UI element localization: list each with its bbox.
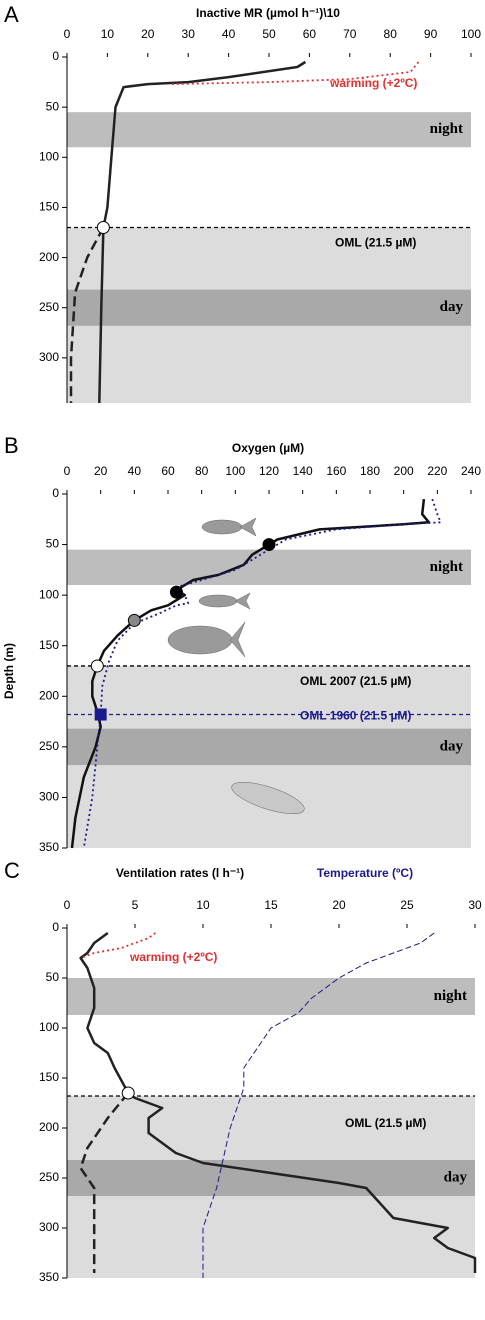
x-tick-label: 0: [64, 464, 71, 478]
x-tick-label: 20: [141, 27, 155, 41]
x-tick-label: 40: [222, 27, 236, 41]
marker: [94, 708, 107, 721]
profile-line: [98, 60, 307, 404]
x-tick-label: 90: [424, 27, 438, 41]
panel-label: B: [4, 433, 19, 458]
marker: [121, 1086, 135, 1100]
x-tick-label: 20: [94, 464, 108, 478]
y-tick-label: 0: [52, 486, 59, 500]
y-axis-title: Depth (m): [2, 643, 16, 699]
x-tick-label: 200: [394, 464, 414, 478]
band-label: day: [440, 738, 464, 754]
annotation: warming (+2ºC): [129, 950, 217, 964]
y-tick-label: 250: [39, 739, 59, 753]
y-tick-label: 300: [39, 790, 59, 804]
band: [67, 978, 475, 1015]
marker: [90, 659, 104, 673]
band-label: night: [434, 988, 467, 1004]
y-tick-label: 100: [39, 1020, 59, 1034]
y-tick-label: 0: [52, 49, 59, 63]
profile-line: [202, 932, 435, 1278]
band-label: night: [430, 559, 463, 575]
band-label: day: [440, 299, 464, 315]
profile-line: [80, 932, 156, 959]
oml-label: OML (21.5 µM): [335, 236, 416, 250]
x-axis-title: Temperature (ºC): [317, 866, 413, 880]
band: [67, 549, 471, 586]
band: [67, 728, 471, 766]
y-tick-label: 300: [39, 1220, 59, 1234]
x-tick-label: 100: [225, 464, 245, 478]
x-tick-label: 80: [384, 27, 398, 41]
panel-label: A: [4, 2, 19, 27]
annotation: warming (+2ºC): [329, 76, 417, 90]
y-tick-label: 350: [39, 840, 59, 854]
band: [67, 289, 471, 326]
panel-label: C: [4, 858, 20, 883]
x-tick-label: 25: [400, 898, 414, 912]
y-tick-label: 300: [39, 350, 59, 364]
y-tick-label: 100: [39, 587, 59, 601]
x-tick-label: 60: [303, 27, 317, 41]
x-tick-label: 100: [461, 27, 481, 41]
x-tick-label: 50: [262, 27, 276, 41]
oml-label: OML 1960 (21.5 µM): [300, 709, 411, 723]
profile-line: [79, 1092, 130, 1273]
x-tick-label: 40: [128, 464, 142, 478]
fish-illustrations: [167, 517, 305, 814]
profile-line: [82, 498, 442, 849]
y-tick-label: 350: [39, 1270, 59, 1284]
y-tick-label: 50: [46, 970, 60, 984]
x-tick-label: 30: [468, 898, 482, 912]
y-tick-label: 50: [46, 99, 60, 113]
y-tick-label: 0: [52, 920, 59, 934]
x-tick-label: 120: [259, 464, 279, 478]
y-tick-label: 150: [39, 200, 59, 214]
x-tick-label: 160: [326, 464, 346, 478]
x-tick-label: 0: [64, 898, 71, 912]
band: [67, 1160, 475, 1196]
x-tick-label: 180: [360, 464, 380, 478]
x-tick-label: 60: [161, 464, 175, 478]
marker: [262, 538, 276, 552]
profile-line: [69, 226, 105, 403]
oml-label: OML (21.5 µM): [345, 1116, 426, 1130]
y-tick-label: 100: [39, 149, 59, 163]
profile-line: [79, 931, 477, 1273]
y-tick-label: 200: [39, 688, 59, 702]
y-tick-label: 200: [39, 1120, 59, 1134]
x-tick-label: 0: [64, 27, 71, 41]
band-label: day: [444, 1169, 468, 1185]
y-tick-label: 150: [39, 638, 59, 652]
marker: [169, 585, 183, 599]
oml-label: OML 2007 (21.5 µM): [300, 674, 411, 688]
x-tick-label: 5: [132, 898, 139, 912]
x-tick-label: 15: [264, 898, 278, 912]
band-label: night: [430, 121, 463, 137]
x-tick-label: 240: [461, 464, 481, 478]
y-tick-label: 200: [39, 250, 59, 264]
marker: [127, 613, 141, 627]
x-tick-label: 80: [195, 464, 209, 478]
x-tick-label: 220: [427, 464, 447, 478]
y-tick-label: 250: [39, 300, 59, 314]
x-tick-label: 70: [343, 27, 357, 41]
x-tick-label: 20: [332, 898, 346, 912]
x-axis-title: Inactive MR (µmol h⁻¹)\10: [196, 6, 340, 20]
x-axis-title: Ventilation rates (l h⁻¹): [116, 866, 244, 880]
marker: [96, 220, 110, 234]
y-tick-label: 50: [46, 537, 60, 551]
band: [67, 112, 471, 148]
x-tick-label: 10: [196, 898, 210, 912]
y-tick-label: 250: [39, 1170, 59, 1184]
x-tick-label: 30: [182, 27, 196, 41]
x-tick-label: 140: [293, 464, 313, 478]
x-tick-label: 10: [101, 27, 115, 41]
y-tick-label: 150: [39, 1070, 59, 1084]
x-axis-title: Oxygen (µM): [232, 441, 304, 455]
